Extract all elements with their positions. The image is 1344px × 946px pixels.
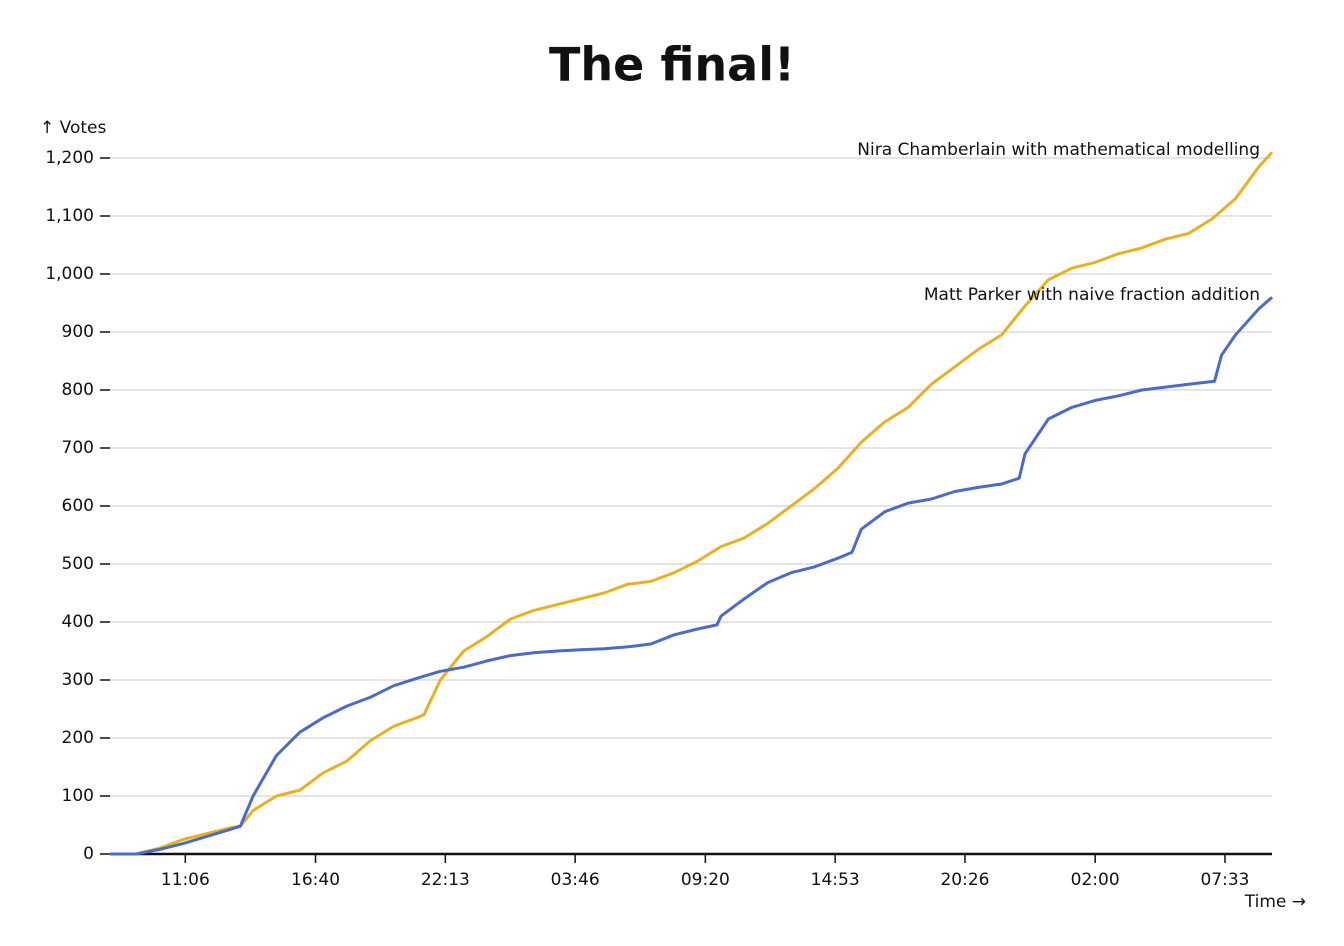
- y-tick-label: 800: [62, 380, 94, 400]
- y-tick-label: 1,100: [45, 206, 94, 226]
- y-tick-label: 600: [62, 496, 94, 516]
- x-tick-label: 07:33: [1200, 870, 1249, 890]
- chart-title: The final!: [549, 38, 795, 92]
- x-tick-label: 14:53: [811, 870, 860, 890]
- x-tick-label: 22:13: [421, 870, 470, 890]
- y-tick-label: 0: [83, 844, 94, 864]
- y-tick-label: 1,200: [45, 148, 94, 168]
- series-line: [110, 151, 1274, 856]
- x-tick-label: 03:46: [551, 870, 600, 890]
- x-tick-label: 20:26: [940, 870, 989, 890]
- series-label: Nira Chamberlain with mathematical model…: [857, 140, 1260, 160]
- y-tick-label: 1,000: [45, 264, 94, 284]
- y-tick-label: 400: [62, 612, 94, 632]
- y-tick-label: 100: [62, 786, 94, 806]
- series-line: [110, 296, 1273, 856]
- y-axis-label: ↑ Votes: [40, 118, 106, 138]
- x-tick-label: 16:40: [291, 870, 340, 890]
- x-tick-label: 09:20: [681, 870, 730, 890]
- y-tick-label: 500: [62, 554, 94, 574]
- x-tick-label: 11:06: [161, 870, 210, 890]
- y-tick-label: 900: [62, 322, 94, 342]
- series-label: Matt Parker with naive fraction addition: [924, 285, 1260, 305]
- y-tick-label: 200: [62, 728, 94, 748]
- y-tick-label: 700: [62, 438, 94, 458]
- y-tick-label: 300: [62, 670, 94, 690]
- x-tick-label: 02:00: [1071, 870, 1120, 890]
- x-axis-label: Time →: [1244, 892, 1306, 912]
